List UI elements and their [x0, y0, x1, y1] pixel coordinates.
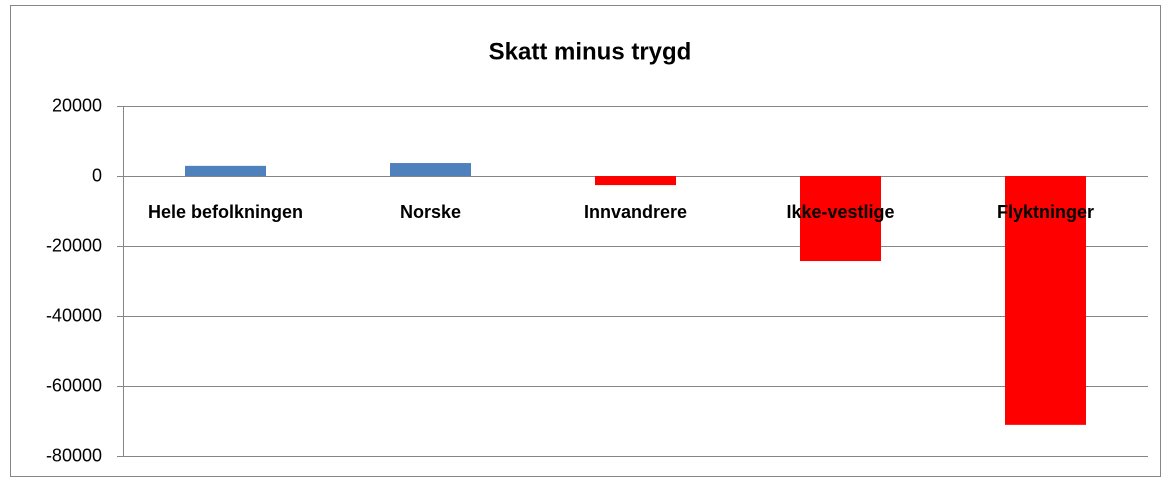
- x-tick-label: Hele befolkningen: [148, 202, 303, 222]
- bar: [800, 176, 881, 262]
- y-tick-label: -20000: [46, 235, 102, 255]
- y-tick-label: -40000: [46, 305, 102, 325]
- bar: [595, 176, 676, 186]
- bar: [390, 163, 471, 176]
- chart-title: Skatt minus trygd: [489, 38, 692, 65]
- bar: [1005, 176, 1086, 425]
- y-tick-label: 0: [92, 165, 102, 185]
- y-tick-label: 20000: [52, 95, 102, 115]
- y-tick-label: -80000: [46, 445, 102, 465]
- y-tick-label: -60000: [46, 375, 102, 395]
- x-tick-label: Innvandrere: [584, 202, 687, 222]
- bar: [185, 165, 266, 176]
- x-tick-label: Norske: [400, 202, 461, 222]
- chart-border: [10, 5, 1161, 477]
- x-tick-label: Ikke-vestlige: [786, 202, 894, 222]
- x-tick-label: Flyktninger: [997, 202, 1094, 222]
